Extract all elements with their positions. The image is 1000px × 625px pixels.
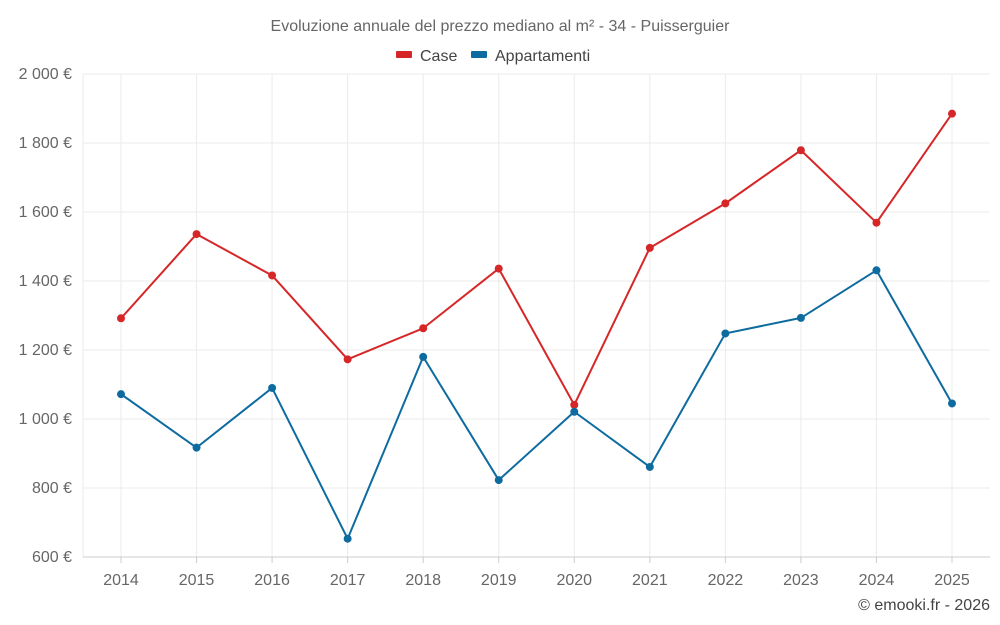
data-point-appartamenti[interactable] [721,329,730,338]
series-line-appartamenti [120,269,953,540]
data-point-case[interactable] [419,324,428,333]
series-layer [117,109,956,543]
data-point-appartamenti[interactable] [645,462,654,471]
data-point-case[interactable] [343,355,352,364]
data-point-case[interactable] [117,314,125,323]
y-tick-label: 800 € [32,480,72,497]
x-tick-label: 2019 [481,572,517,589]
data-point-appartamenti[interactable] [948,399,956,408]
y-tick-label: 1 000 € [19,411,72,428]
legend: Case Appartamenti [396,48,590,65]
legend-label: Appartamenti [495,48,590,65]
y-tick-label: 2 000 € [19,66,72,83]
y-tick-label: 600 € [32,549,72,566]
x-axis: 2014 2015 2016 2017 2018 2019 2020 2021 2022 2023… [83,556,990,589]
data-point-case[interactable] [192,230,201,239]
y-tick-label: 1 800 € [19,135,72,152]
y-tick-label: 1 600 € [19,204,72,221]
x-tick-label: 2018 [405,572,441,589]
data-point-case[interactable] [645,243,654,252]
data-point-appartamenti[interactable] [494,476,503,485]
data-point-appartamenti[interactable] [419,352,428,361]
chart-title: Evoluzione annuale del prezzo mediano al… [271,18,731,35]
series-line-case [120,113,953,406]
data-point-appartamenti[interactable] [268,383,277,392]
x-tick-label: 2021 [632,572,668,589]
data-point-case[interactable] [494,264,503,273]
data-point-case[interactable] [796,146,805,155]
legend-label: Case [420,48,457,65]
data-point-case[interactable] [721,199,730,208]
x-tick-label: 2022 [708,572,744,589]
data-point-appartamenti[interactable] [872,266,881,275]
x-tick-label: 2015 [179,572,215,589]
data-point-appartamenti[interactable] [796,313,805,322]
x-tick-label: 2017 [330,572,366,589]
credit-text: © emooki.fr - 2026 [858,597,990,614]
legend-item-case[interactable]: Case [396,48,457,65]
data-point-appartamenti[interactable] [570,407,579,416]
data-point-case[interactable] [570,400,579,409]
y-axis: 600 € 800 € 1 000 € 1 200 € 1 400 € 1 600 € 1 … [19,66,72,566]
x-tick-label: 2024 [859,572,895,589]
y-tick-label: 1 200 € [19,342,72,359]
data-point-case[interactable] [948,109,956,118]
data-point-case[interactable] [872,218,881,227]
x-tick-label: 2025 [934,572,970,589]
legend-item-appartamenti[interactable]: Appartamenti [471,48,590,65]
data-point-appartamenti[interactable] [117,390,125,399]
data-point-appartamenti[interactable] [192,443,201,452]
legend-swatch [471,51,487,58]
legend-swatch [396,51,412,58]
x-tick-label: 2020 [556,572,592,589]
x-tick-label: 2016 [254,572,290,589]
x-tick-label: 2023 [783,572,819,589]
data-point-case[interactable] [268,271,277,280]
data-point-appartamenti[interactable] [343,534,352,543]
x-tick-label: 2014 [103,572,139,589]
y-tick-label: 1 400 € [19,273,72,290]
grid [82,73,990,558]
